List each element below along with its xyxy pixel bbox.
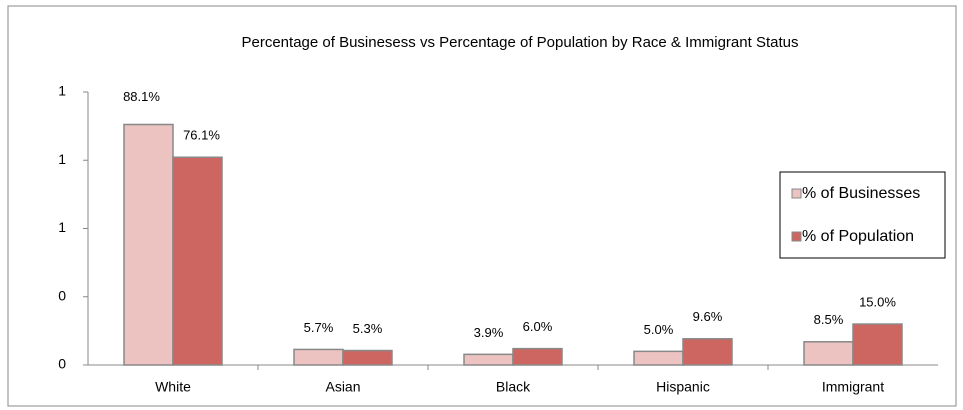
data-label: 9.6% [693,309,723,324]
data-label: 5.3% [353,321,383,336]
data-label: 6.0% [523,319,553,334]
data-label: 5.7% [304,320,334,335]
y-tick-label: 1 [58,151,66,167]
legend-swatch [791,231,802,242]
bar [803,341,854,366]
bar [463,353,514,366]
x-tick-label: Asian [325,379,360,395]
data-label: 15.0% [859,294,896,309]
data-label: 5.0% [644,322,674,337]
bar [172,156,223,366]
bar [852,323,903,366]
data-label: 8.5% [814,312,844,327]
legend-box [779,171,946,259]
y-tick-label: 0 [58,356,66,372]
y-tick-label: 1 [58,219,66,235]
bar [512,347,563,366]
data-label: 3.9% [474,325,504,340]
bar [682,338,733,366]
bar [633,350,684,366]
x-tick-label: Black [496,379,531,395]
bar [123,123,174,366]
legend-swatch [791,188,802,199]
y-tick-label: 0 [58,287,66,303]
y-tick-label: 1 [58,83,66,99]
data-label: 76.1% [183,128,220,143]
bar [293,348,344,366]
x-tick-label: Hispanic [656,379,710,395]
legend-label: % of Population [802,228,914,245]
x-tick-label: White [155,379,191,395]
bar [342,349,393,366]
data-label: 88.1% [123,89,160,104]
chart-title: Percentage of Businesess vs Percentage o… [242,34,799,51]
legend-label: % of Businesses [802,185,920,202]
x-tick-label: Immigrant [822,379,884,395]
